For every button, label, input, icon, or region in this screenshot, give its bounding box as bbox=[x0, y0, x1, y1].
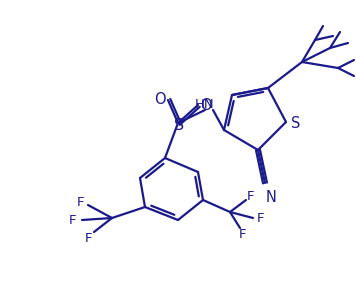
Text: S: S bbox=[174, 119, 184, 134]
Text: HN: HN bbox=[195, 99, 215, 112]
Text: F: F bbox=[239, 229, 247, 242]
Text: F: F bbox=[85, 232, 93, 245]
Text: F: F bbox=[257, 212, 265, 224]
Text: F: F bbox=[247, 191, 255, 204]
Text: F: F bbox=[69, 214, 77, 227]
Text: O: O bbox=[154, 93, 166, 107]
Text: S: S bbox=[291, 117, 301, 132]
Text: N: N bbox=[266, 189, 277, 204]
Text: O: O bbox=[200, 98, 212, 112]
Text: F: F bbox=[76, 196, 84, 209]
